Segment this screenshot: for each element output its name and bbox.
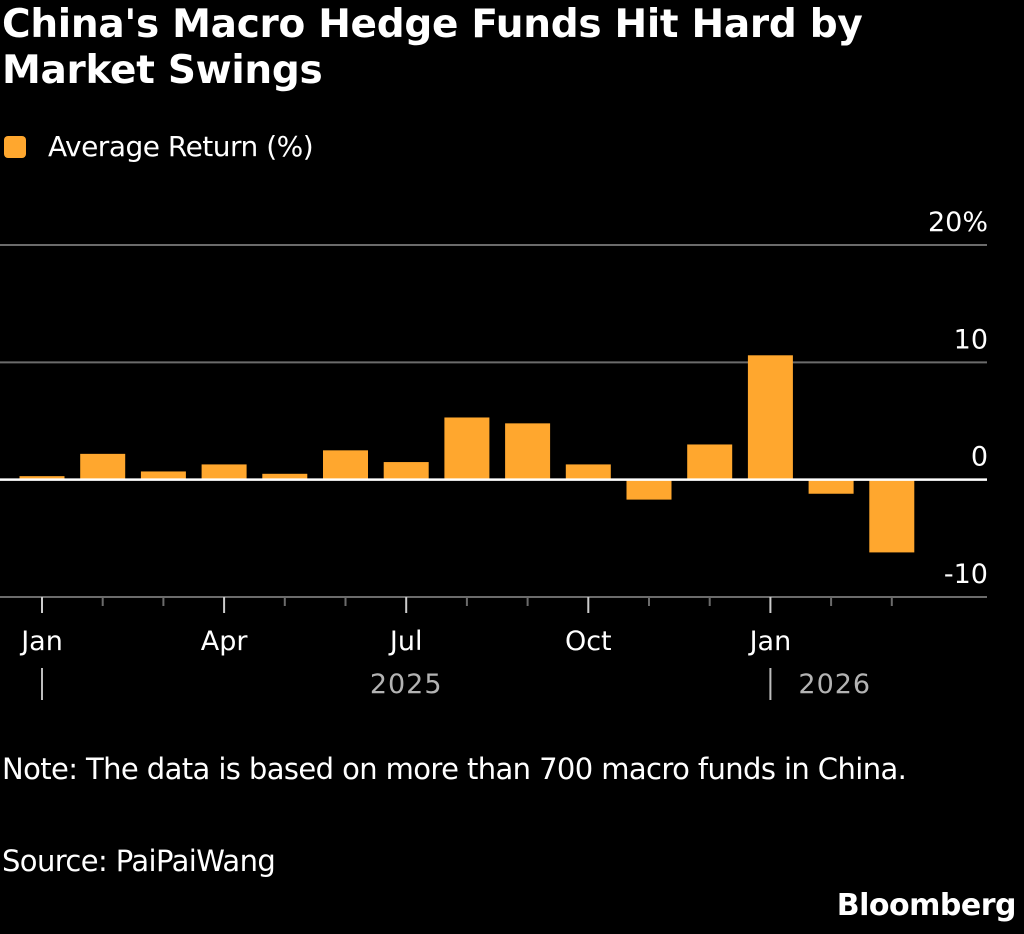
- bar: [505, 423, 551, 480]
- x-tick-label: Jan: [748, 626, 792, 657]
- bar: [747, 355, 793, 480]
- legend: Average Return (%): [4, 130, 314, 163]
- year-label: 2025: [370, 669, 443, 700]
- bar: [262, 473, 308, 480]
- y-tick-label: 20%: [928, 207, 988, 238]
- x-tick-label: Apr: [201, 626, 249, 657]
- bar: [808, 479, 854, 494]
- y-tick-label: 0: [971, 442, 988, 473]
- bar: [201, 464, 247, 480]
- bar: [140, 471, 186, 480]
- year-label: 2026: [798, 669, 871, 700]
- chart-source: Source: PaiPaiWang: [2, 844, 276, 878]
- chart-title: China's Macro Hedge Funds Hit Hard by Ma…: [2, 2, 863, 93]
- bar: [19, 476, 65, 480]
- gridlines: [0, 244, 987, 598]
- y-tick-label: -10: [944, 559, 988, 590]
- bar: [383, 462, 429, 480]
- x-tick-label: Jan: [19, 626, 63, 657]
- legend-label: Average Return (%): [48, 130, 314, 163]
- bars: [19, 355, 915, 553]
- bar: [323, 450, 368, 480]
- bar: [869, 479, 915, 553]
- x-axis: Jan Apr Jul Oct Jan 2025 2026: [0, 596, 987, 700]
- bar: [687, 444, 733, 480]
- bar: [444, 417, 490, 480]
- bar: [80, 453, 126, 480]
- x-tick-label: Oct: [565, 626, 612, 657]
- x-tick-label: Jul: [388, 626, 423, 657]
- y-axis-labels: -10 0 10 20%: [928, 207, 988, 590]
- legend-swatch: [4, 135, 26, 158]
- bloomberg-logo: Bloomberg: [836, 888, 1017, 923]
- chart-note: Note: The data is based on more than 700…: [2, 752, 907, 786]
- y-tick-label: 10: [954, 324, 988, 355]
- bar: [626, 479, 672, 500]
- bar: [565, 464, 611, 480]
